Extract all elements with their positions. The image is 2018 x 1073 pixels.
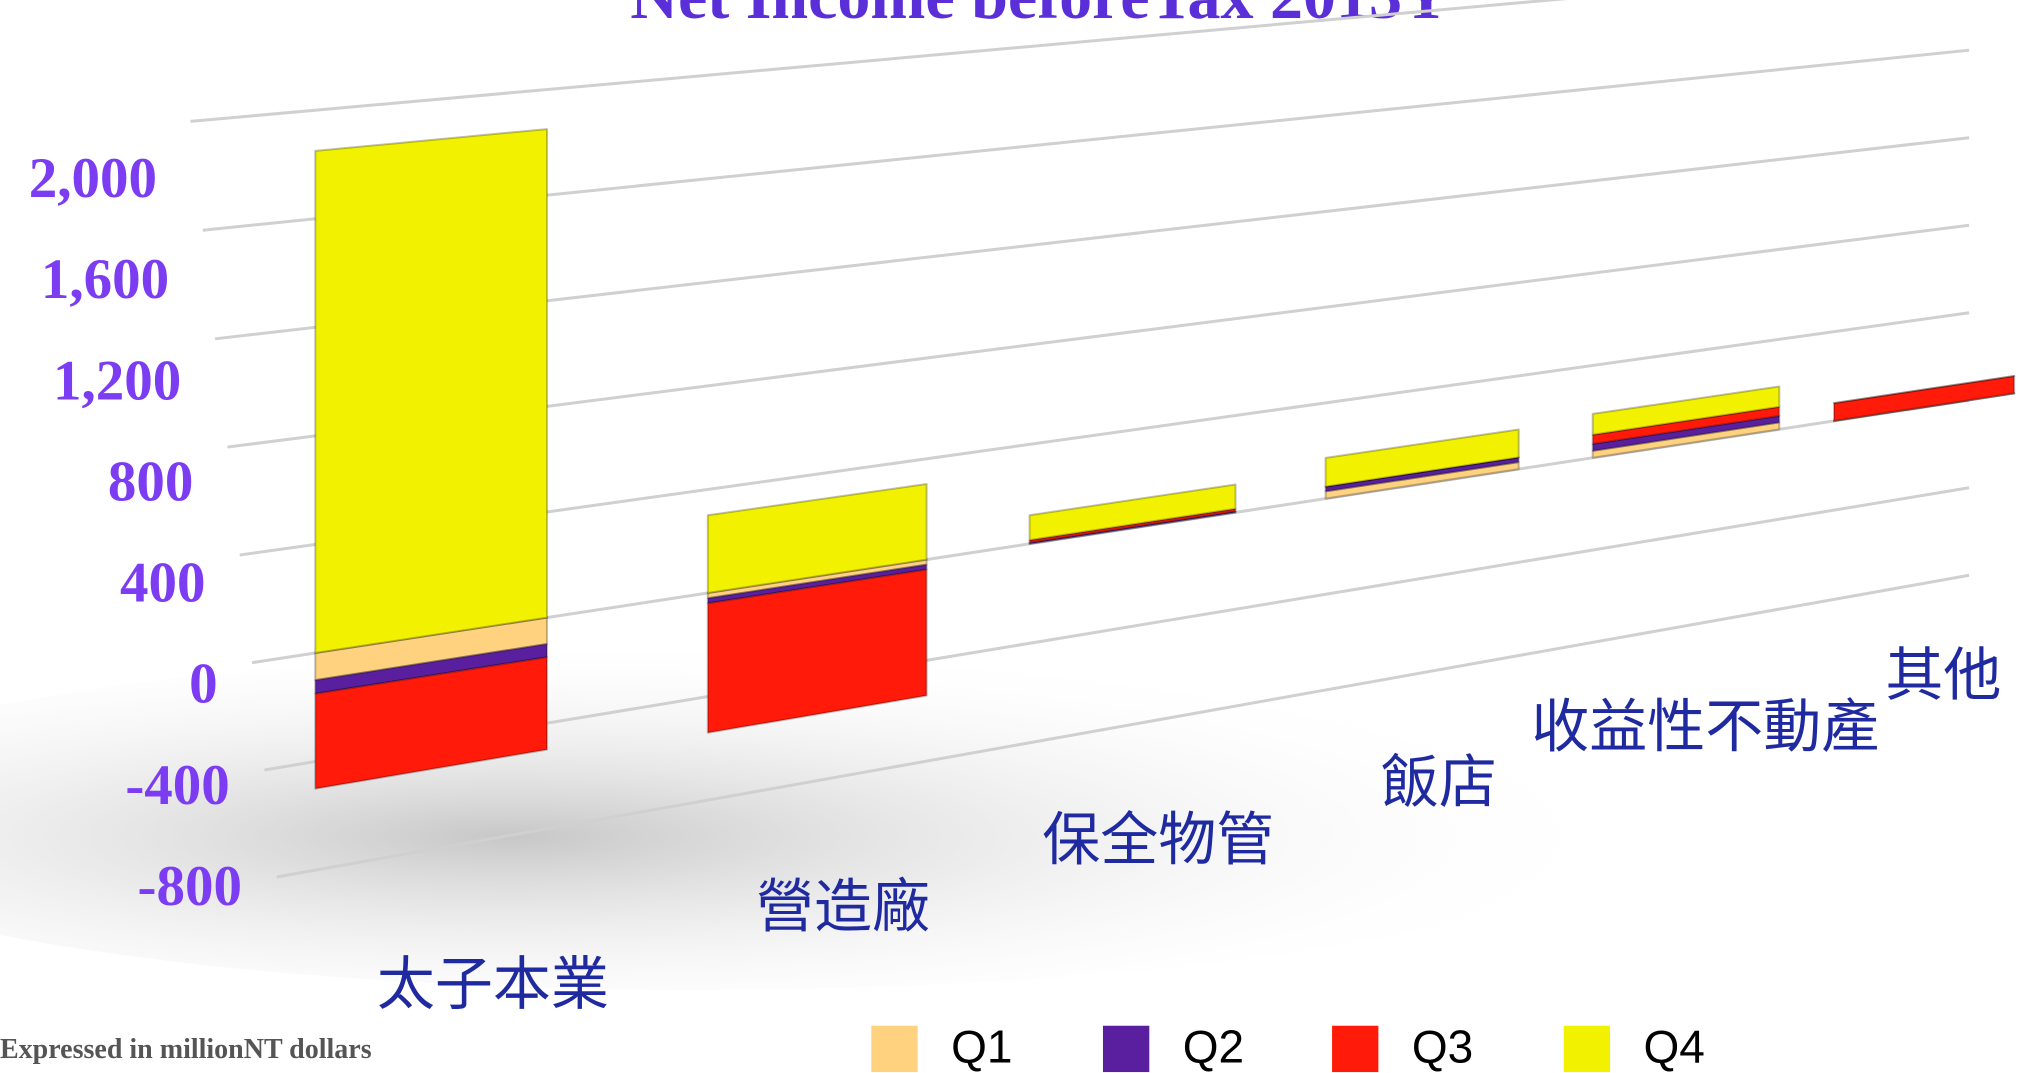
bar-segment [1833,375,2016,422]
bar-segment [1591,421,1781,459]
x-tick-label: 保全物管 [1042,806,1274,874]
x-tick-label: 其他 [1885,641,2001,709]
legend-swatch [1332,1025,1379,1073]
bar-segment [314,656,548,790]
grid-line [276,573,1970,879]
legend-label: Q4 [1643,1020,1704,1072]
chart-title: Net Income beforeTax 2013Y [630,0,1449,33]
y-tick-label: 800 [108,450,194,513]
x-tick-label: 收益性不動產 [1531,692,1879,760]
y-tick-label: 0 [189,653,218,716]
footnote: Expressed in millionNT dollars [0,1034,372,1065]
y-tick-label: -800 [137,855,241,918]
legend-swatch [1563,1025,1611,1073]
y-tick-label: 400 [120,552,206,615]
bar-segment [1591,405,1781,445]
bar-segment [706,563,928,605]
bar-segment [1591,385,1781,436]
legend-label: Q3 [1412,1020,1473,1072]
legend-label: Q2 [1183,1020,1244,1072]
bar-segment [1028,483,1237,542]
grid-line [190,0,1568,123]
y-tick-label: 1,200 [53,349,181,412]
bar-segment [1833,375,2016,405]
y-tick-label: -400 [125,754,229,817]
bar-segment [706,483,928,594]
bar-segment [706,568,928,734]
x-tick-label: 營造廠 [756,873,930,941]
legend-label: Q1 [951,1020,1012,1072]
legend-swatch [871,1025,918,1073]
x-tick-label: 飯店 [1381,748,1497,816]
y-tick-label: 2,000 [29,147,157,210]
x-tick-label: 太子本業 [377,950,609,1018]
bar-segment [1028,510,1237,545]
legend-swatch [1102,1025,1150,1073]
bar-segment [1028,507,1237,544]
bar-segment [1324,428,1520,488]
grid-line [264,486,1970,772]
y-tick-label: 1,600 [41,248,169,311]
bar-segment [314,128,548,654]
